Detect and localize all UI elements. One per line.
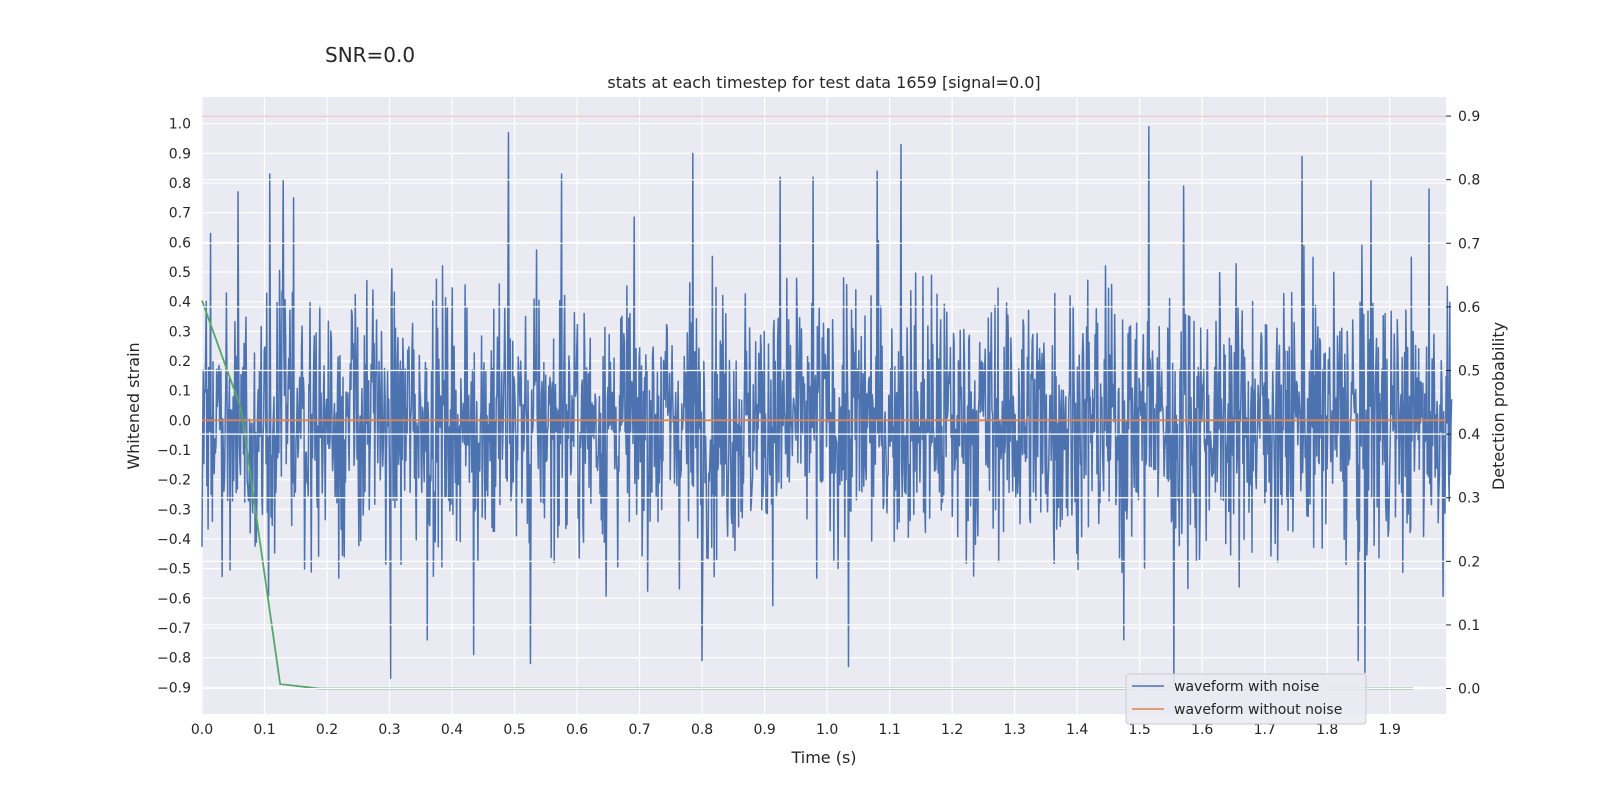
x-tick-label: 0.1 — [253, 722, 275, 738]
y-tick-label: 0.6 — [169, 235, 191, 251]
x-tick-label: 1.2 — [941, 722, 963, 738]
chart-title: stats at each timestep for test data 165… — [607, 73, 1040, 92]
y-tick-label: −0.2 — [157, 473, 191, 489]
x-tick-label: 0.3 — [378, 722, 400, 738]
x-tick-label: 1.0 — [816, 722, 838, 738]
x-tick-label: 1.3 — [1004, 722, 1026, 738]
x-tick-label: 0.7 — [628, 722, 650, 738]
x-tick-label: 1.6 — [1191, 722, 1213, 738]
legend: waveform with noise waveform without noi… — [1125, 673, 1367, 725]
legend-label-noise: waveform with noise — [1174, 679, 1319, 695]
x-tick-label: 0.4 — [441, 722, 463, 738]
y-tick-label: 0.2 — [169, 354, 191, 370]
y-tick-label: −0.9 — [157, 680, 191, 696]
y-tick-label: −0.7 — [157, 621, 191, 637]
y-tick-label: 0.1 — [169, 384, 191, 400]
y2-tick-label: 0.3 — [1458, 491, 1480, 507]
y-tick-label: −0.3 — [157, 502, 191, 518]
y2-tick-label: 0.1 — [1458, 618, 1480, 634]
y2-tick-label: 0.0 — [1458, 682, 1480, 698]
y-tick-label: −0.1 — [157, 443, 191, 459]
y2-tick-label: 0.5 — [1458, 364, 1480, 380]
x-tick-labels: 0.0 0.1 0.2 0.3 0.4 0.5 0.6 0.7 0.8 0.9 1.0 1.1 1.2 1… — [191, 722, 1401, 738]
y2-tick-label: 0.4 — [1458, 427, 1480, 443]
y2-axis-label: Detection probability — [1489, 322, 1508, 490]
y-tick-label: 0.3 — [169, 324, 191, 340]
y2-tick-label: 0.6 — [1458, 300, 1480, 316]
y-tick-label: −0.4 — [157, 532, 191, 548]
y2-tick-label: 0.2 — [1458, 554, 1480, 570]
y-tick-label: −0.5 — [157, 562, 191, 578]
x-tick-label: 1.8 — [1316, 722, 1338, 738]
x-tick-label: 0.0 — [191, 722, 213, 738]
y-tick-labels: 1.0 0.9 0.8 0.7 0.6 0.5 0.4 0.3 0.2 0.1 0.0 −0.1 −0.… — [157, 117, 191, 697]
y-tick-label: 0.7 — [169, 206, 191, 222]
y2-tick-label: 0.8 — [1458, 173, 1480, 189]
x-tick-label: 0.9 — [753, 722, 775, 738]
x-tick-label: 1.4 — [1066, 722, 1088, 738]
y2-tick-label: 0.9 — [1458, 109, 1480, 125]
x-tick-label: 0.5 — [503, 722, 525, 738]
y-tick-label: −0.6 — [157, 591, 191, 607]
y-tick-label: 1.0 — [169, 117, 191, 133]
chart-suptitle: SNR=0.0 — [325, 43, 415, 67]
y-axis-label: Whitened strain — [124, 342, 143, 469]
x-tick-label: 0.8 — [691, 722, 713, 738]
x-tick-label: 1.5 — [1129, 722, 1151, 738]
y2-tick-label: 0.7 — [1458, 236, 1480, 252]
x-tick-label: 1.9 — [1379, 722, 1401, 738]
y-tick-label: 0.5 — [169, 265, 191, 281]
y-tick-label: 0.9 — [169, 146, 191, 162]
y-tick-label: 0.8 — [169, 176, 191, 192]
y2-tick-labels: 0.9 0.8 0.7 0.6 0.5 0.4 0.3 0.2 0.1 0.0 — [1446, 109, 1480, 698]
x-axis-label: Time (s) — [790, 748, 856, 767]
x-tick-label: 0.2 — [316, 722, 338, 738]
x-tick-label: 1.7 — [1254, 722, 1276, 738]
y-tick-label: 0.0 — [169, 413, 191, 429]
x-tick-label: 1.1 — [879, 722, 901, 738]
legend-label-clean: waveform without noise — [1174, 702, 1342, 718]
y-tick-label: 0.4 — [169, 295, 191, 311]
legend-box — [1125, 673, 1367, 725]
grid-lines-secondary — [202, 115, 1446, 690]
y-tick-label: −0.8 — [157, 651, 191, 667]
x-tick-label: 0.6 — [566, 722, 588, 738]
